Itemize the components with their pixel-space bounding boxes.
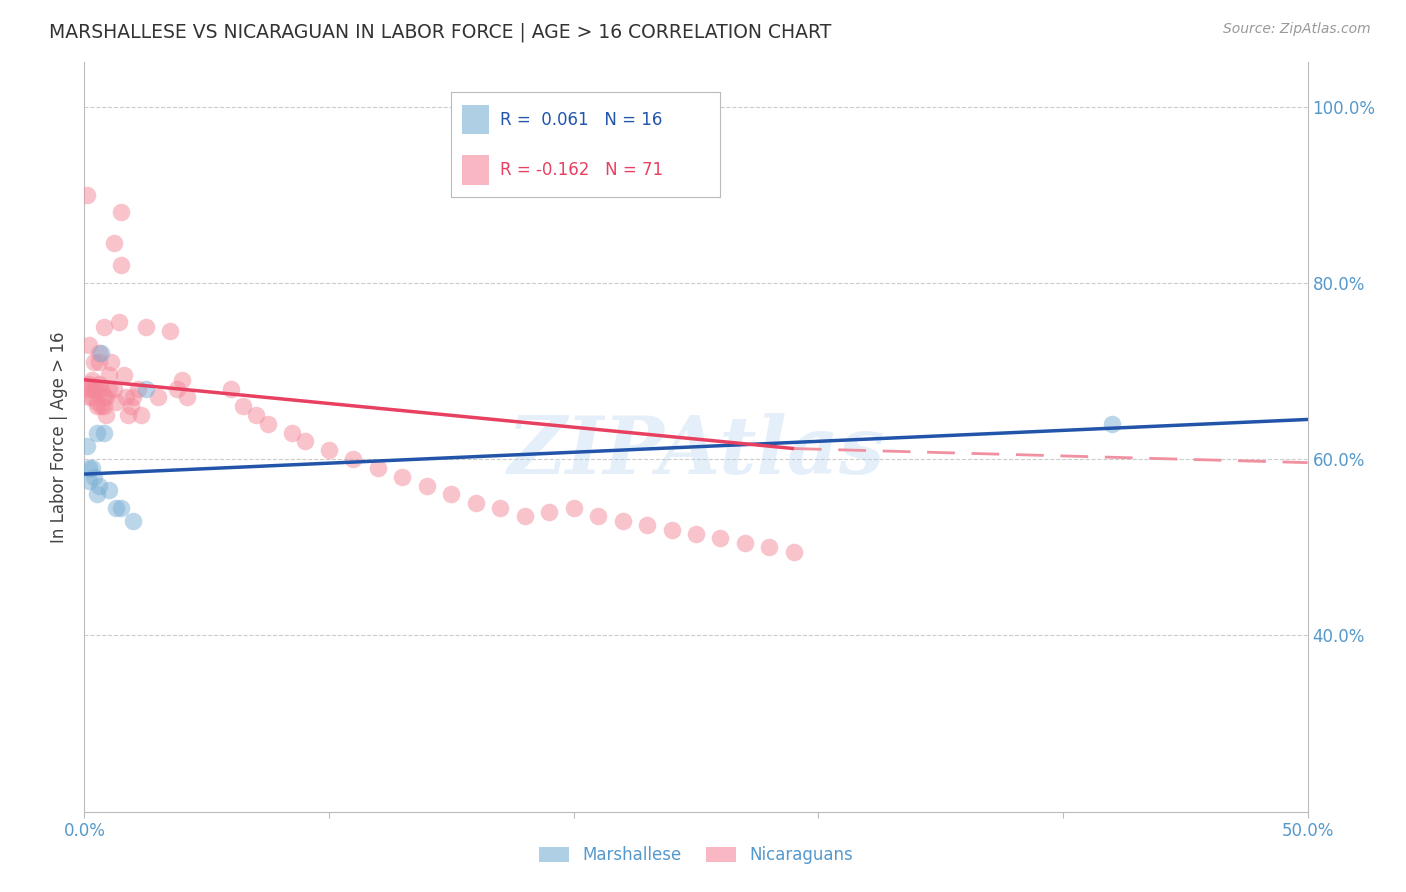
Point	[96, 408, 118, 422]
Point	[105, 500, 128, 515]
Point	[97, 368, 120, 383]
Point	[87, 478, 110, 492]
Point	[176, 391, 198, 405]
Point	[685, 527, 707, 541]
Point	[86, 399, 108, 413]
Point	[129, 408, 152, 422]
Point	[80, 382, 103, 396]
Point	[87, 346, 110, 360]
Point	[734, 536, 756, 550]
Point	[87, 355, 110, 369]
Point	[107, 316, 129, 330]
Point	[96, 391, 118, 405]
Y-axis label: In Labor Force | Age > 16: In Labor Force | Age > 16	[51, 331, 69, 543]
Legend: Marshallese, Nicaraguans: Marshallese, Nicaraguans	[531, 839, 860, 871]
Point	[232, 399, 254, 413]
Point	[87, 377, 110, 392]
Point	[110, 500, 132, 515]
Point	[122, 391, 145, 405]
Point	[166, 382, 188, 396]
Point	[245, 408, 267, 422]
Point	[83, 469, 105, 483]
Point	[489, 500, 512, 515]
Point	[1101, 417, 1123, 431]
Point	[110, 258, 132, 272]
Point	[294, 434, 316, 449]
Point	[416, 478, 439, 492]
Point	[80, 391, 103, 405]
Point	[76, 439, 98, 453]
Text: ZIPAtlas: ZIPAtlas	[508, 413, 884, 491]
Point	[76, 382, 98, 396]
Point	[97, 483, 120, 497]
Point	[342, 452, 364, 467]
Point	[86, 394, 108, 409]
Point	[83, 355, 105, 369]
Point	[135, 319, 157, 334]
Point	[135, 382, 157, 396]
Point	[93, 319, 115, 334]
Point	[97, 382, 120, 396]
Point	[391, 469, 413, 483]
Point	[90, 399, 112, 413]
Point	[83, 382, 105, 396]
Point	[783, 544, 806, 558]
Point	[127, 382, 149, 396]
Point	[159, 324, 181, 338]
Point	[636, 518, 658, 533]
Point	[586, 509, 609, 524]
Point	[758, 541, 780, 555]
Point	[513, 509, 536, 524]
Point	[172, 373, 194, 387]
Point	[76, 187, 98, 202]
Point	[661, 523, 683, 537]
Point	[281, 425, 304, 440]
Point	[115, 391, 138, 405]
Point	[93, 391, 115, 405]
Point	[103, 382, 125, 396]
Point	[464, 496, 486, 510]
Point	[318, 443, 340, 458]
Point	[112, 368, 135, 383]
Point	[105, 394, 128, 409]
Point	[367, 461, 389, 475]
Point	[219, 382, 242, 396]
Point	[103, 236, 125, 251]
Point	[110, 205, 132, 219]
Point	[146, 391, 169, 405]
Text: Source: ZipAtlas.com: Source: ZipAtlas.com	[1223, 22, 1371, 37]
Point	[612, 514, 634, 528]
Point	[86, 425, 108, 440]
Point	[77, 461, 100, 475]
Point	[90, 382, 112, 396]
Point	[93, 399, 115, 413]
Point	[77, 474, 100, 488]
Point	[100, 355, 122, 369]
Point	[440, 487, 463, 501]
Point	[90, 346, 112, 360]
Point	[120, 399, 142, 413]
Point	[93, 425, 115, 440]
Point	[709, 532, 731, 546]
Point	[257, 417, 280, 431]
Point	[86, 382, 108, 396]
Point	[80, 373, 103, 387]
Point	[538, 505, 561, 519]
Point	[77, 337, 100, 351]
Point	[77, 377, 100, 392]
Point	[117, 408, 139, 422]
Point	[562, 500, 585, 515]
Point	[80, 461, 103, 475]
Text: MARSHALLESE VS NICARAGUAN IN LABOR FORCE | AGE > 16 CORRELATION CHART: MARSHALLESE VS NICARAGUAN IN LABOR FORCE…	[49, 22, 831, 42]
Point	[122, 514, 145, 528]
Point	[77, 391, 100, 405]
Point	[86, 487, 108, 501]
